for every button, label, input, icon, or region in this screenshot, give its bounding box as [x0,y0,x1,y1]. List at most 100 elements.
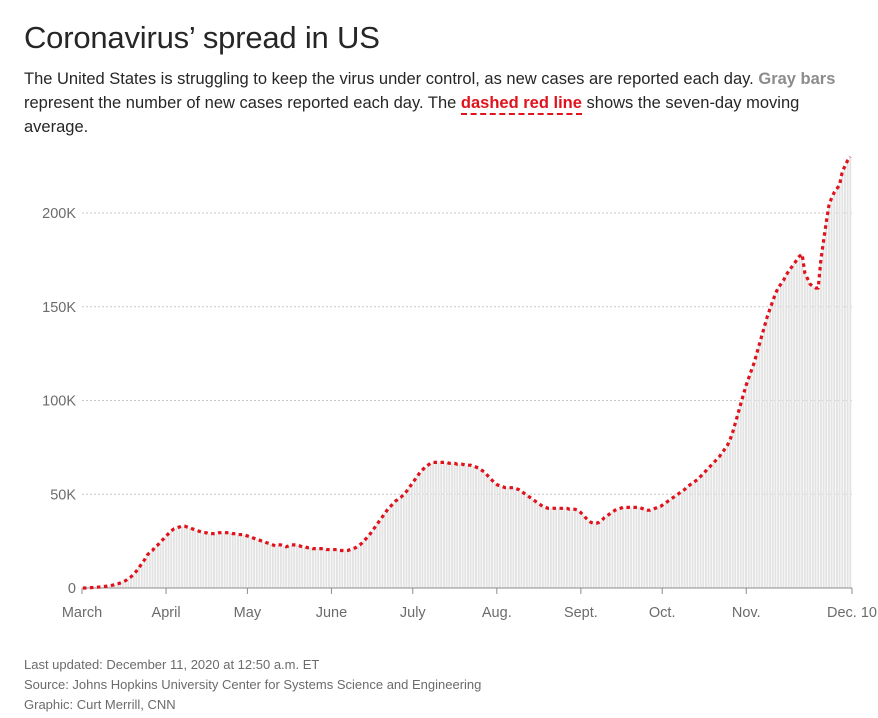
case-bar [381,516,384,588]
case-bar [245,535,248,588]
case-bar [148,552,151,589]
graphic-credit: Graphic: Curt Merrill, CNN [24,697,176,712]
case-bar [194,529,197,589]
case-bar [114,584,117,589]
case-bar [357,545,360,588]
case-bar [619,508,622,588]
case-bar [349,549,352,588]
case-bar [295,544,298,589]
case-bar [622,507,624,589]
case-bar [354,547,357,588]
case-bar [699,476,702,588]
case-bar [210,533,213,589]
case-bar [517,489,520,588]
case-bar [720,453,723,588]
case-bar [539,504,542,588]
case-bar [188,528,191,588]
case-bar [424,467,427,588]
case-bar [811,286,814,589]
case-bar [309,547,312,588]
case-bar [408,487,411,588]
case-bar [573,509,576,588]
case-bar [678,493,681,588]
case-bar [648,510,651,588]
case-bar [801,254,804,588]
case-bar [274,545,277,588]
x-tick-label: July [400,605,427,621]
case-bar [758,344,761,588]
case-bar [290,544,293,589]
case-bar [437,462,440,589]
case-bar [581,514,584,589]
case-bar [664,502,667,588]
case-bar [143,559,146,589]
case-bar [196,530,199,588]
case-bar [234,533,237,589]
case-bar [667,500,670,588]
case-bar [250,537,253,589]
case-bar [386,509,389,588]
y-axis-ticks: 0 50K 100K 150K 200K [42,206,76,597]
case-bar [662,504,665,588]
last-updated: Last updated: December 11, 2020 at 12:50… [24,657,320,672]
case-bar [606,515,608,588]
case-bar [779,284,782,588]
case-bar [253,538,256,588]
case-bar [632,507,635,589]
case-bar [178,527,181,588]
case-bar [763,325,766,588]
case-bar [761,334,764,588]
case-bar [255,539,258,588]
case-bar [798,256,801,589]
case-bar [568,509,571,588]
case-bar [327,549,330,588]
case-bar [769,308,772,589]
case-bar [827,205,830,588]
case-bar [715,459,718,588]
case-bar [266,543,269,588]
case-bar [809,284,812,588]
case-bar [475,467,477,588]
case-bar [793,263,796,589]
x-tick-label: March [62,605,102,621]
case-bar [445,462,448,589]
case-bar [723,449,726,588]
case-bar [638,507,641,589]
case-bar [154,546,157,588]
case-bar [785,274,788,589]
case-bar [298,545,301,588]
case-bar [686,486,689,588]
case-bar [394,500,397,588]
case-bar [683,489,686,588]
case-bar [822,241,825,589]
case-bar [426,465,429,588]
x-tick-label: April [152,605,181,621]
case-bar [536,502,539,588]
case-bar [239,534,242,588]
case-bar [338,550,341,588]
case-bar [643,509,646,588]
case-bar [311,548,314,589]
case-bar [472,466,475,589]
case-bar [303,546,306,588]
case-bar [499,485,502,588]
case-bar [576,510,579,588]
case-bar [151,550,154,588]
case-bar [100,586,103,589]
case-bar [330,549,333,588]
case-bar [346,550,349,588]
case-bar [410,483,413,588]
daily-case-bars [87,156,852,589]
case-bar [440,462,443,589]
x-tick-label: Dec. 10 [827,605,877,621]
case-bar [229,532,231,588]
case-bar [750,370,753,588]
case-bar [774,293,777,589]
case-bar [584,517,587,588]
chart-description: The United States is struggling to keep … [24,67,854,139]
case-bar [389,506,392,588]
y-tick-label: 50K [50,487,76,503]
case-bar [790,267,793,589]
case-bar [704,470,707,588]
source-credit: Source: Johns Hopkins University Center … [24,677,482,692]
